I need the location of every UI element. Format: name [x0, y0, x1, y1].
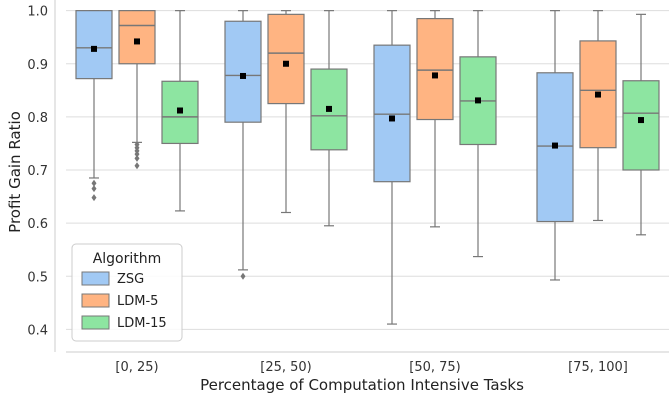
box-ldm-15-3 [622, 13, 660, 236]
outlier-point [134, 150, 140, 158]
box-iqr [373, 44, 411, 183]
box-iqr [267, 13, 305, 105]
box-iqr [622, 80, 660, 171]
x-tick-labels: [0, 25) [25, 50) [50, 75) [75, 100] [115, 360, 628, 375]
y-tick-label: 0.9 [27, 58, 48, 73]
outlier-point [134, 154, 140, 162]
y-tick-label: 0.4 [27, 323, 48, 338]
box-ldm-15-0 [161, 10, 199, 212]
x-tick-label: [75, 100] [568, 360, 628, 375]
y-tick-labels: 0.4 0.5 0.6 0.7 0.8 0.9 1.0 [27, 5, 48, 339]
box-ldm-15-2 [459, 10, 497, 258]
mean-marker [475, 97, 481, 104]
outlier-point [91, 185, 97, 193]
x-tick-label: [0, 25) [115, 360, 158, 375]
mean-marker [283, 60, 289, 67]
mean-marker [177, 107, 183, 114]
mean-marker [91, 45, 97, 52]
mean-marker [326, 105, 332, 112]
legend: Algorithm ZSG LDM-5 LDM-15 [71, 243, 183, 342]
outlier-point [240, 272, 246, 280]
box-iqr [224, 20, 262, 123]
outlier-point [91, 194, 97, 202]
outlier-point [91, 179, 97, 187]
box-zsg-2 [373, 10, 411, 325]
mean-marker [638, 117, 644, 124]
x-axis-title: Percentage of Computation Intensive Task… [200, 376, 524, 394]
legend-label-ldm-15: LDM-15 [117, 316, 167, 331]
box-series [75, 10, 660, 325]
box-iqr [118, 10, 156, 65]
y-axis-title: Profit Gain Ratio [6, 111, 24, 233]
mean-marker [552, 142, 558, 149]
box-ldm-5-3 [579, 10, 617, 222]
mean-marker [134, 38, 140, 45]
legend-swatch-zsg [81, 271, 110, 286]
box-ldm-5-2 [416, 10, 454, 228]
mean-marker [595, 91, 601, 98]
legend-swatch-ldm-5 [81, 293, 110, 308]
y-tick-label: 0.5 [27, 270, 48, 285]
x-tick-label: [25, 50) [260, 360, 312, 375]
box-zsg-1 [224, 10, 262, 280]
box-ldm-15-1 [310, 10, 348, 227]
mean-marker [432, 72, 438, 79]
y-tick-label: 1.0 [27, 5, 48, 20]
box-iqr [75, 10, 113, 80]
box-zsg-3 [536, 10, 574, 281]
y-tick-label: 0.8 [27, 111, 48, 126]
y-tick-label: 0.7 [27, 164, 48, 179]
mean-marker [389, 115, 395, 122]
box-zsg-0 [75, 10, 113, 202]
y-tick-label: 0.6 [27, 217, 48, 232]
box-ldm-5-0 [118, 10, 156, 170]
legend-title: Algorithm [93, 251, 162, 267]
mean-marker [240, 72, 246, 79]
legend-label-ldm-5: LDM-5 [117, 294, 158, 309]
legend-label-zsg: ZSG [117, 272, 144, 287]
box-ldm-5-1 [267, 10, 305, 214]
legend-swatch-ldm-15 [81, 315, 110, 330]
x-tick-label: [50, 75) [409, 360, 461, 375]
outlier-point [134, 162, 140, 170]
box-iqr [416, 17, 454, 121]
